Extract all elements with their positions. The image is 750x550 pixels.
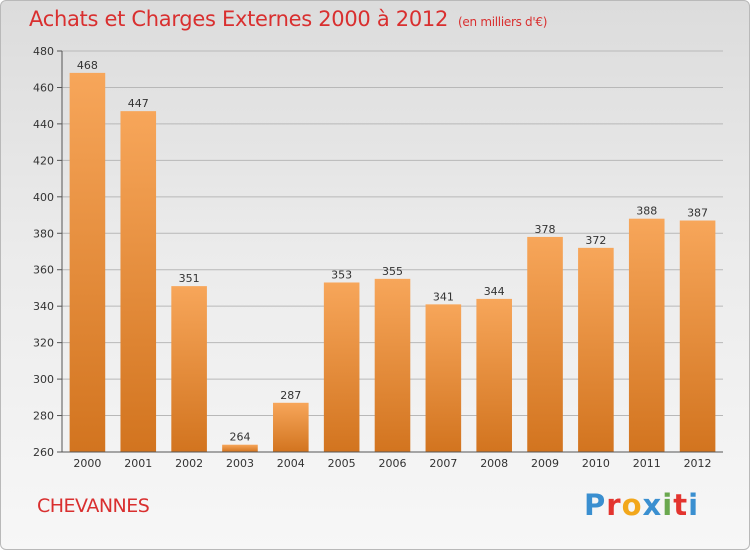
bar-value-label: 388 <box>636 205 657 218</box>
bar-value-label: 341 <box>433 290 454 303</box>
bar <box>578 247 614 452</box>
bar <box>69 72 106 452</box>
logo-letter: i <box>688 488 700 522</box>
bar-value-label: 387 <box>687 207 708 220</box>
proxiti-logo: Proxiti <box>584 488 699 522</box>
y-tick-label: 260 <box>33 446 54 459</box>
chart-unit: (en milliers d'€) <box>458 15 548 29</box>
bar-value-label: 372 <box>585 234 606 247</box>
bar-value-label: 355 <box>382 265 403 278</box>
x-tick-label: 2000 <box>73 457 101 470</box>
bar <box>628 218 665 452</box>
bar <box>374 278 411 452</box>
y-tick-label: 300 <box>33 373 54 386</box>
bar-value-label: 353 <box>331 268 352 281</box>
y-tick-label: 380 <box>33 227 54 240</box>
bar <box>120 111 157 453</box>
bar-value-label: 264 <box>229 431 250 444</box>
bar <box>527 236 563 452</box>
y-tick-label: 320 <box>33 337 54 350</box>
bar <box>679 220 716 452</box>
logo-letter: x <box>642 488 663 522</box>
y-tick-label: 440 <box>33 118 54 131</box>
logo-letter: P <box>584 488 607 522</box>
bar <box>476 298 512 452</box>
x-tick-label: 2007 <box>429 457 457 470</box>
logo-letter: t <box>673 488 689 522</box>
x-tick-label: 2002 <box>175 457 203 470</box>
x-tick-label: 2005 <box>328 457 356 470</box>
x-tick-label: 2004 <box>277 457 305 470</box>
x-tick-label: 2011 <box>633 457 661 470</box>
x-tick-label: 2008 <box>480 457 508 470</box>
logo-letter: i <box>662 488 674 522</box>
bar-value-label: 468 <box>77 59 98 72</box>
bar-value-label: 351 <box>179 272 200 285</box>
labels: 260 280 300 320 340 360 380 400 420 440 460 480 468 2… <box>33 45 712 470</box>
bar-value-label: 344 <box>484 285 505 298</box>
axes <box>57 50 723 453</box>
x-tick-label: 2012 <box>684 457 712 470</box>
commune-name: CHEVANNES <box>37 495 150 517</box>
y-tick-label: 460 <box>33 81 54 94</box>
x-tick-label: 2006 <box>379 457 407 470</box>
bar <box>171 286 207 452</box>
bar <box>222 444 258 452</box>
y-tick-label: 280 <box>33 410 54 423</box>
bar <box>273 402 309 452</box>
bar-value-label: 447 <box>128 97 149 110</box>
x-tick-label: 2009 <box>531 457 559 470</box>
x-tick-label: 2003 <box>226 457 254 470</box>
logo-letter: o <box>621 488 643 522</box>
chart-title-text: Achats et Charges Externes 2000 à 2012 <box>29 7 449 31</box>
y-tick-label: 340 <box>33 300 54 313</box>
y-tick-label: 420 <box>33 154 54 167</box>
chart-title: Achats et Charges Externes 2000 à 2012 (e… <box>29 7 547 31</box>
bar <box>323 282 360 452</box>
bar-value-label: 287 <box>280 389 301 402</box>
bar-value-label: 378 <box>535 223 556 236</box>
y-tick-label: 400 <box>33 191 54 204</box>
x-tick-label: 2010 <box>582 457 610 470</box>
x-tick-label: 2001 <box>124 457 152 470</box>
bar <box>425 304 462 452</box>
y-tick-label: 480 <box>33 45 54 58</box>
bars <box>69 72 716 453</box>
y-tick-label: 360 <box>33 264 54 277</box>
logo-letter: r <box>606 488 622 522</box>
